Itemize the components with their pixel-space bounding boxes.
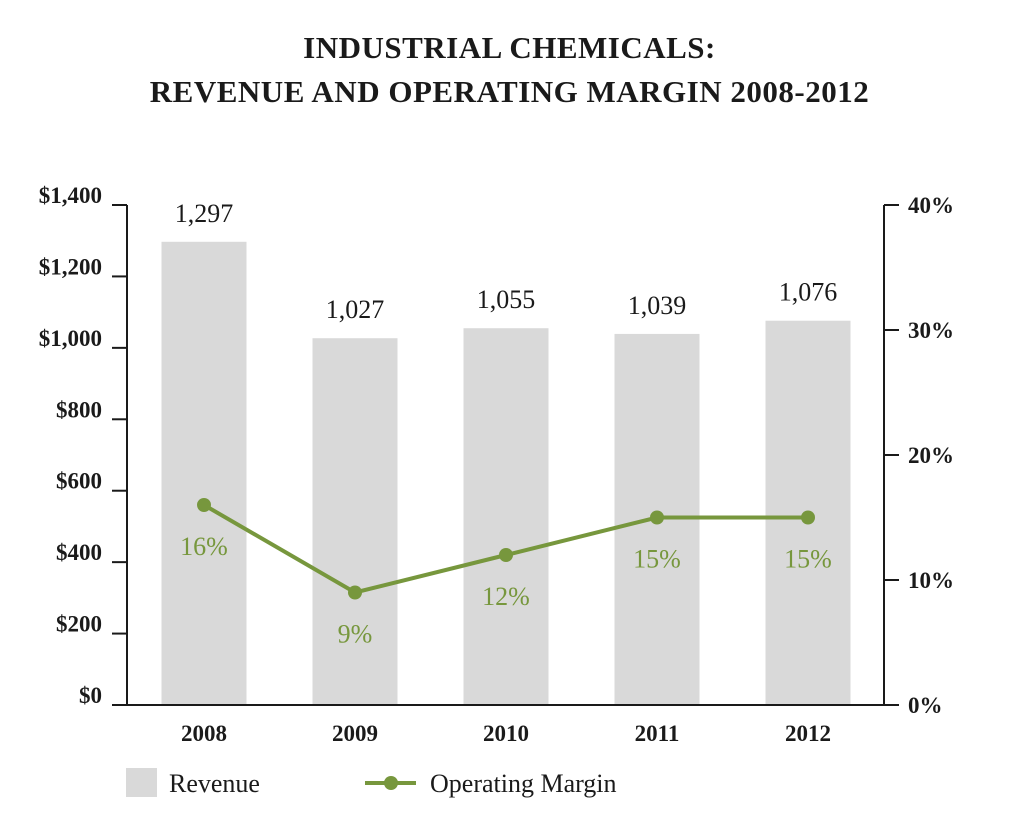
- left-axis-tick-label: $600: [56, 469, 102, 494]
- operating-margin-point: [650, 510, 664, 525]
- x-axis-tick-label: 2008: [181, 721, 227, 746]
- operating-margin-point: [499, 548, 513, 562]
- x-axis-tick-label: 2012: [785, 721, 831, 746]
- left-axis-tick-label: $1,400: [39, 183, 102, 208]
- chart-title-line-1: INDUSTRIAL CHEMICALS:: [303, 30, 716, 65]
- right-axis-tick-label: 0%: [908, 693, 943, 718]
- operating-margin-point: [801, 510, 815, 525]
- left-axis-tick-label: $400: [56, 540, 102, 565]
- right-axis-tick-label: 10%: [908, 568, 954, 593]
- left-axis-tick-label: $1,000: [39, 326, 102, 351]
- revenue-data-label: 1,027: [326, 295, 385, 324]
- right-axis-tick-label: 30%: [908, 318, 954, 343]
- operating-margin-point: [197, 498, 211, 512]
- revenue-data-label: 1,055: [477, 285, 536, 314]
- left-axis-tick-label: $200: [56, 612, 102, 637]
- x-axis-tick-label: 2011: [635, 721, 680, 746]
- left-axis-tick-label: $1,200: [39, 254, 102, 279]
- operating-margin-data-label: 16%: [180, 532, 228, 561]
- revenue-data-label: 1,039: [628, 291, 687, 320]
- right-axis-tick-label: 20%: [908, 443, 954, 468]
- revenue-data-label: 1,297: [175, 199, 234, 228]
- revenue-bar: [463, 328, 549, 705]
- legend-operating-margin-marker: [384, 776, 398, 790]
- left-axis-tick-label: $0: [79, 683, 102, 708]
- revenue-data-label: 1,076: [779, 278, 838, 307]
- legend-operating-margin-label: Operating Margin: [430, 769, 617, 798]
- operating-margin-data-label: 15%: [784, 545, 832, 574]
- chart-title-line-2: REVENUE AND OPERATING MARGIN 2008-2012: [149, 74, 870, 109]
- operating-margin-data-label: 9%: [338, 620, 373, 649]
- x-axis-tick-label: 2009: [332, 721, 378, 746]
- x-axis-tick-label: 2010: [483, 721, 529, 746]
- revenue-bar: [312, 338, 398, 705]
- revenue-bar: [161, 241, 247, 706]
- right-axis-tick-label: 40%: [908, 193, 954, 218]
- legend-revenue-swatch: [126, 768, 157, 797]
- left-axis-tick-label: $800: [56, 397, 102, 422]
- operating-margin-data-label: 12%: [482, 582, 530, 611]
- legend-revenue-label: Revenue: [169, 769, 260, 798]
- operating-margin-data-label: 15%: [633, 545, 681, 574]
- operating-margin-point: [348, 585, 362, 600]
